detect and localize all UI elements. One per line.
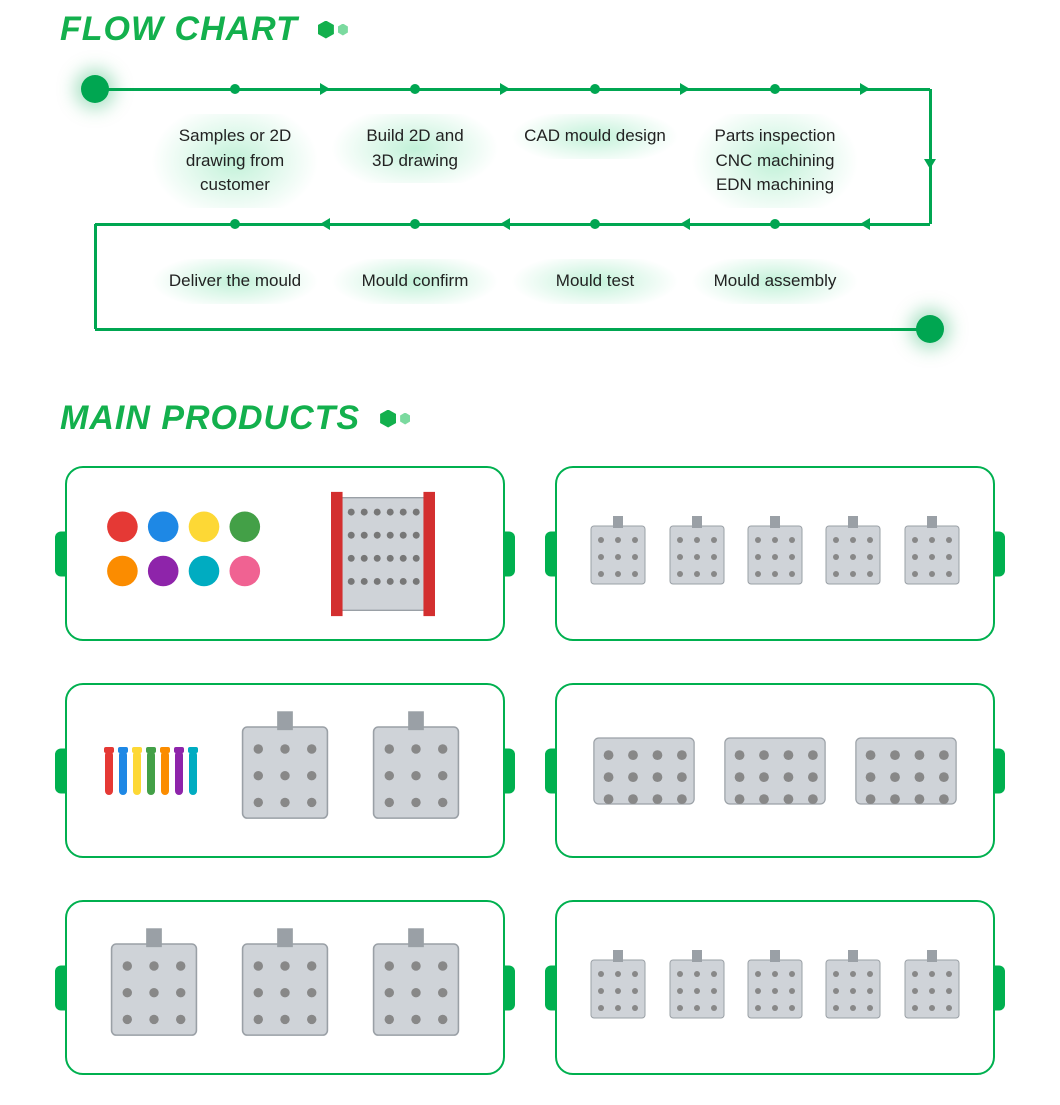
flow-arrow-icon bbox=[860, 83, 870, 95]
product-image-placeholder bbox=[298, 489, 468, 619]
product-image-placeholder bbox=[99, 706, 209, 836]
flow-step-line: drawing from bbox=[156, 149, 314, 174]
product-image-placeholder bbox=[818, 489, 888, 619]
flow-node bbox=[770, 219, 780, 229]
flow-step: CAD mould design bbox=[510, 114, 680, 159]
flow-step-line: customer bbox=[156, 173, 314, 198]
product-image-placeholder bbox=[589, 706, 699, 836]
product-image-placeholder bbox=[851, 706, 961, 836]
card-tab-icon bbox=[503, 965, 515, 1010]
flow-step-line: EDN machining bbox=[696, 173, 854, 198]
product-image-placeholder bbox=[662, 923, 732, 1053]
card-tab-icon bbox=[545, 965, 557, 1010]
flow-node bbox=[590, 219, 600, 229]
card-tab-icon bbox=[503, 531, 515, 576]
flow-step-line: CNC machining bbox=[696, 149, 854, 174]
product-image-placeholder bbox=[818, 923, 888, 1053]
flow-step-line: Samples or 2D bbox=[156, 124, 314, 149]
flow-arrow-icon bbox=[500, 218, 510, 230]
flow-step: Samples or 2Ddrawing fromcustomer bbox=[150, 114, 320, 208]
flow-arrow-icon bbox=[320, 218, 330, 230]
flow-track bbox=[929, 89, 932, 224]
product-image-placeholder bbox=[583, 489, 653, 619]
flow-arrow-icon bbox=[320, 83, 330, 95]
hex-decoration-icon bbox=[318, 21, 348, 39]
flow-track bbox=[94, 224, 97, 329]
card-tab-icon bbox=[993, 748, 1005, 793]
card-tab-icon bbox=[545, 531, 557, 576]
product-image-placeholder bbox=[361, 923, 471, 1053]
product-image-placeholder bbox=[662, 489, 732, 619]
flow-chart: Samples or 2Ddrawing fromcustomerBuild 2… bbox=[40, 69, 1020, 369]
flow-step: Deliver the mould bbox=[150, 259, 320, 304]
product-card bbox=[555, 900, 995, 1075]
flow-step-line: CAD mould design bbox=[516, 124, 674, 149]
product-image-placeholder bbox=[230, 706, 340, 836]
flow-chart-title: FLOW CHART bbox=[0, 10, 1060, 49]
card-tab-icon bbox=[993, 531, 1005, 576]
flow-step-line: Build 2D and bbox=[336, 124, 494, 149]
flow-track bbox=[95, 223, 930, 226]
flow-step-line: Parts inspection bbox=[696, 124, 854, 149]
main-products-title: MAIN PRODUCTS bbox=[0, 399, 1060, 438]
flow-node bbox=[410, 219, 420, 229]
product-image-placeholder bbox=[720, 706, 830, 836]
flow-track bbox=[95, 88, 930, 91]
card-tab-icon bbox=[55, 531, 67, 576]
flow-step: Mould test bbox=[510, 259, 680, 304]
flow-node bbox=[770, 84, 780, 94]
product-image-placeholder bbox=[740, 489, 810, 619]
card-tab-icon bbox=[55, 748, 67, 793]
flow-step-line: Mould confirm bbox=[336, 269, 494, 294]
product-image-placeholder bbox=[99, 923, 209, 1053]
flow-step: Parts inspectionCNC machiningEDN machini… bbox=[690, 114, 860, 208]
product-card bbox=[555, 466, 995, 641]
product-image-placeholder bbox=[583, 923, 653, 1053]
flow-track bbox=[95, 328, 930, 331]
flow-chart-title-text: FLOW CHART bbox=[60, 10, 298, 49]
flow-step-line: 3D drawing bbox=[336, 149, 494, 174]
flow-arrow-icon bbox=[924, 159, 936, 169]
flow-step-line: Mould assembly bbox=[696, 269, 854, 294]
flow-node bbox=[590, 84, 600, 94]
flow-arrow-icon bbox=[500, 83, 510, 95]
main-products-title-text: MAIN PRODUCTS bbox=[60, 399, 360, 438]
product-card bbox=[555, 683, 995, 858]
card-tab-icon bbox=[545, 748, 557, 793]
flow-arrow-icon bbox=[680, 218, 690, 230]
product-card bbox=[65, 683, 505, 858]
flow-step-line: Deliver the mould bbox=[156, 269, 314, 294]
product-card bbox=[65, 900, 505, 1075]
product-card bbox=[65, 466, 505, 641]
flow-arrow-icon bbox=[860, 218, 870, 230]
flow-node bbox=[410, 84, 420, 94]
flow-endpoint bbox=[81, 75, 109, 103]
product-image-placeholder bbox=[897, 489, 967, 619]
hex-decoration-icon bbox=[380, 410, 410, 428]
product-image-placeholder bbox=[897, 923, 967, 1053]
product-image-placeholder bbox=[361, 706, 471, 836]
flow-step: Build 2D and3D drawing bbox=[330, 114, 500, 183]
product-image-placeholder bbox=[230, 923, 340, 1053]
flow-arrow-icon bbox=[680, 83, 690, 95]
flow-node bbox=[230, 84, 240, 94]
flow-step: Mould assembly bbox=[690, 259, 860, 304]
card-tab-icon bbox=[55, 965, 67, 1010]
product-image-placeholder bbox=[102, 489, 272, 619]
flow-endpoint bbox=[916, 315, 944, 343]
product-grid bbox=[0, 466, 1060, 1075]
flow-step-line: Mould test bbox=[516, 269, 674, 294]
product-image-placeholder bbox=[740, 923, 810, 1053]
card-tab-icon bbox=[993, 965, 1005, 1010]
flow-node bbox=[230, 219, 240, 229]
flow-step: Mould confirm bbox=[330, 259, 500, 304]
card-tab-icon bbox=[503, 748, 515, 793]
